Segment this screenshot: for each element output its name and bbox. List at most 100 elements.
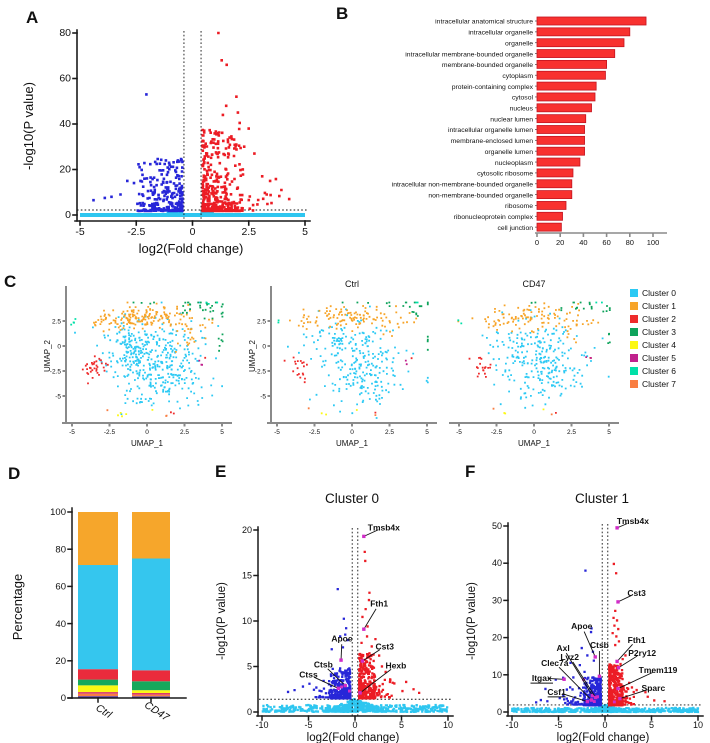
x-tick-label: -2.5 [491,429,503,436]
category-label: Ctrl [94,702,115,721]
gene-label: Apoe [571,621,593,631]
umap-cluster-points [481,309,610,409]
go-term-label: non-membrane-bounded organelle [428,192,533,199]
x-tick-label: 0 [602,720,607,730]
stacked-segment [78,685,118,693]
gene-label: Ctss [299,670,318,680]
gene-point [562,677,566,681]
gene-leader-line [617,672,653,689]
x-tick-label: 2.5 [567,429,576,436]
category-label: CD47 [142,699,172,724]
y-tick-label: 0 [65,209,71,221]
go-term-label: nucleus [510,106,534,113]
x-tick-label: 0 [532,429,536,436]
x-tick-label: 0 [535,238,539,247]
gene-point [339,658,343,662]
go-term-label: nuclear lumen [490,116,533,123]
x-tick-label: -10 [255,720,268,730]
gene-point [615,659,619,664]
y-tick-label: 60 [59,73,71,85]
upregulated-points [201,31,291,213]
legend-swatch [630,341,638,349]
legend-label: Cluster 4 [642,340,676,350]
gene-point [615,526,619,530]
y-tick-label: 0 [497,707,502,717]
upregulated-points [608,562,666,707]
x-tick-label: 60 [602,238,610,247]
gene-point [597,674,602,678]
gene-leader-line [619,689,648,700]
y-tick-label: 30 [492,595,502,605]
gene-label: Apoe [331,633,353,643]
gene-point [590,693,595,698]
umap-cluster-points [283,356,413,414]
x-tick-label: 5 [425,429,429,436]
umap-title: CD47 [522,279,545,289]
legend-label: Cluster 0 [642,288,676,298]
panel-d-stacked-barchart: 0 20 40 60 80 100 Ctrl CD47 Percentage [10,507,187,724]
go-term-bar [536,27,631,37]
x-tick-label: -5 [304,720,312,730]
stacked-segment [132,558,170,671]
nonsignificant-band [80,213,305,217]
gene-label: P2ry12 [628,648,656,658]
plot-title: Cluster 0 [325,491,379,506]
gene-leader-line [327,668,346,686]
umap-title: Ctrl [345,279,359,289]
legend-swatch [630,289,638,297]
gene-label: Itgax [532,673,552,683]
go-term-label: membrane-enclosed lumen [451,138,534,145]
x-tick-label: 0 [190,226,196,238]
gene-point [618,696,622,701]
x-tick-label: -5 [274,429,280,436]
stacked-segment [78,679,118,686]
panel-c-umap-plots: -5 -2.5 0 2.5 5 UMAP_1 2.5 0 -2.5 -5 UMAP_2 -5 -2.5 0… [43,279,676,448]
gene-leader-line [547,677,565,680]
x-tick-label: -10 [505,720,518,730]
go-term-label: intracellular non-membrane-bounded organ… [392,181,534,188]
y-axis-title: UMAP_2 [248,339,257,372]
umap-cluster-points [585,356,592,359]
umap-cluster-points [93,301,214,353]
stacked-segment [78,669,118,680]
legend-swatch [630,328,638,336]
go-term-label: intracellular organelle lumen [448,127,533,134]
gene-leader-line [572,661,597,698]
upregulated-points [358,550,421,700]
go-term-bar [536,114,587,124]
go-term-bar [536,38,625,48]
gene-label: Fth1 [628,635,646,645]
gene-leader-line [616,523,628,529]
x-tick-label: 2.5 [385,429,394,436]
stacked-segment [132,512,170,559]
legend-swatch [630,367,638,375]
gene-leader-line [618,655,638,669]
gene-point [594,695,598,700]
gene-point [616,666,621,670]
stacked-segment [78,696,118,698]
x-tick-label: 5 [649,720,654,730]
y-tick-label: -5 [260,393,266,400]
gene-point [360,659,365,663]
gene-leader-line [362,649,380,662]
go-term-bar [536,92,596,102]
y-tick-label: 0 [262,343,266,350]
gene-leader-line [562,693,588,703]
go-term-bar [536,179,573,189]
gene-leader-line [359,668,392,694]
x-tick-label: 80 [626,238,634,247]
go-term-label: cell junction [497,225,533,232]
y-tick-label: 15 [242,571,252,581]
y-tick-label: 80 [55,544,66,555]
stacked-segment [132,681,170,691]
x-tick-label: 5 [399,720,404,730]
panel-b-go-term-barchart: intracellular anatomical structure intrac… [392,16,667,247]
gene-point [362,627,366,631]
go-term-bar [536,157,581,167]
y-tick-label: 0 [247,707,252,717]
go-term-label: ribosome [505,203,533,210]
gene-point [358,691,362,695]
gene-point [336,686,340,691]
go-term-bar [536,190,573,200]
